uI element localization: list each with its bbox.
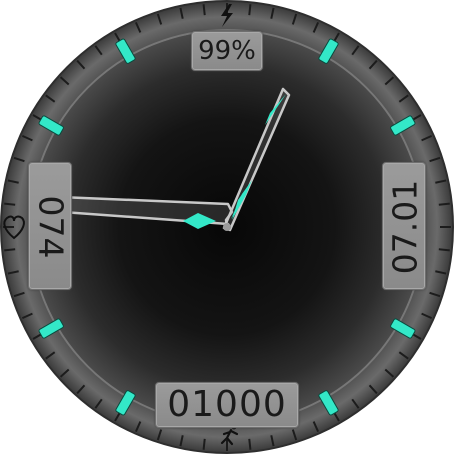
minute-tick [202, 4, 206, 16]
hour-marker [115, 390, 136, 416]
minute-tick [291, 429, 298, 441]
hour-marker [115, 38, 136, 64]
minute-tick [421, 312, 433, 320]
minute-tick [384, 76, 395, 86]
minute-tick [134, 421, 142, 433]
minute-tick [94, 398, 103, 409]
minute-tick [248, 438, 252, 450]
minute-tick [156, 13, 163, 25]
minute-tick [4, 248, 16, 252]
center-pin [223, 223, 231, 231]
minute-tick [13, 156, 25, 163]
heart-icon [3, 215, 25, 240]
hour-marker [390, 318, 416, 339]
minute-tick [438, 202, 450, 206]
date-display: 07.01 [382, 162, 426, 290]
heart-rate-value: 074 [31, 195, 71, 259]
minute-tick [270, 7, 275, 19]
minute-tick [429, 291, 441, 298]
steps-value: 01000 [167, 384, 287, 425]
hour-marker [38, 318, 64, 339]
minute-tick [13, 291, 25, 298]
minute-tick [248, 4, 252, 16]
minute-tick [45, 351, 56, 360]
minute-tick [76, 59, 86, 70]
minute-tick [7, 270, 19, 275]
minute-tick [59, 368, 70, 378]
minute-tick [179, 7, 184, 19]
minute-tick [4, 202, 16, 206]
minute-tick [270, 435, 275, 447]
minute-tick [429, 156, 441, 163]
minute-tick [202, 438, 206, 450]
minute-tick [435, 270, 447, 275]
minute-tick [368, 59, 378, 70]
hour-marker [318, 38, 339, 64]
hour-markers [38, 38, 416, 416]
minute-tick [435, 179, 447, 184]
minute-tick [421, 134, 433, 142]
minute-tick-ring [3, 3, 451, 451]
minute-tick [398, 351, 409, 360]
heart-rate-display: 074 [28, 162, 72, 290]
minute-tick [351, 45, 360, 56]
minute-tick [156, 429, 163, 441]
hour-marker [390, 115, 416, 136]
minute-tick [94, 45, 103, 56]
minute-tick [291, 13, 298, 25]
steps-display: 01000 [155, 382, 299, 428]
minute-tick [312, 421, 320, 433]
minute-tick [7, 179, 19, 184]
minute-tick [438, 248, 450, 252]
minute-tick [59, 76, 70, 86]
minute-tick [368, 384, 378, 395]
hour-marker [38, 115, 64, 136]
date-value: 07.01 [385, 179, 425, 275]
minute-tick [384, 368, 395, 378]
minute-tick [312, 21, 320, 33]
battery-value: 99% [198, 36, 256, 66]
battery-display: 99% [191, 31, 263, 71]
minute-tick [45, 94, 56, 103]
minute-tick [76, 384, 86, 395]
minute-tick [351, 398, 360, 409]
minute-tick [134, 21, 142, 33]
minute-tick [398, 94, 409, 103]
minute-tick [21, 134, 33, 142]
lightning-bolt-icon [221, 4, 233, 27]
minute-tick [21, 312, 33, 320]
hour-marker [318, 390, 339, 416]
minute-tick [179, 435, 184, 447]
